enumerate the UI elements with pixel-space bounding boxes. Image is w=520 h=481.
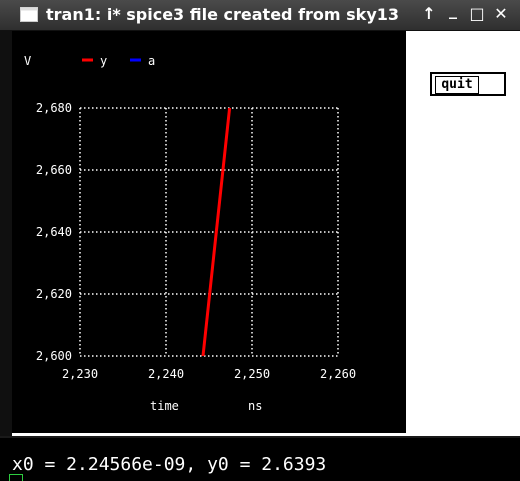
tick-labels: 2,230 2,240 2,250 2,260 2,600 2,620 2,640 2,660… — [36, 101, 356, 381]
title-bar[interactable]: tran1: i* spice3 file created from sky13… — [0, 0, 520, 31]
waveform-chart[interactable]: V y a 2,230 2,240 2,250 2,260 2,600 2,620 2,640… — [12, 31, 406, 433]
x-axis-unit: ns — [248, 399, 262, 413]
quit-button[interactable]: quit — [430, 72, 506, 96]
y-axis-label: V — [24, 54, 31, 68]
plot-area[interactable]: V y a 2,230 2,240 2,250 2,260 2,600 2,620 2,640… — [12, 31, 406, 433]
x-tick-label: 2,260 — [320, 367, 356, 381]
x-tick-label: 2,240 — [148, 367, 184, 381]
waveform-window: tran1: i* spice3 file created from sky13… — [0, 0, 520, 438]
window-title: tran1: i* spice3 file created from sky13 — [46, 5, 414, 24]
window-icon[interactable] — [20, 7, 38, 22]
legend-label-y: y — [100, 54, 107, 68]
x-axis-label: time — [150, 399, 179, 413]
y-tick-label: 2,680 — [36, 101, 72, 115]
x-tick-label: 2,250 — [234, 367, 270, 381]
y-tick-label: 2,660 — [36, 163, 72, 177]
client-area: V y a 2,230 2,240 2,250 2,260 2,600 2,620 2,640… — [12, 31, 520, 436]
window-border-left — [0, 31, 12, 436]
text-cursor — [9, 474, 23, 481]
x-tick-label: 2,230 — [62, 367, 98, 381]
y-tick-label: 2,600 — [36, 349, 72, 363]
legend-label-a: a — [148, 54, 155, 68]
y-tick-label: 2,620 — [36, 287, 72, 301]
minimize-icon[interactable]: _ — [444, 0, 462, 20]
cursor-readout: x0 = 2.24566e-09, y0 = 2.6393 — [12, 454, 326, 475]
y-tick-label: 2,640 — [36, 225, 72, 239]
close-icon[interactable]: ✕ — [492, 4, 510, 24]
series-line-y — [203, 108, 230, 356]
maximize-icon[interactable]: □ — [468, 4, 486, 24]
arrow-up-icon[interactable]: ↑ — [420, 4, 438, 24]
series-layer — [203, 108, 230, 356]
quit-button-label: quit — [435, 76, 479, 94]
grid — [80, 108, 338, 356]
